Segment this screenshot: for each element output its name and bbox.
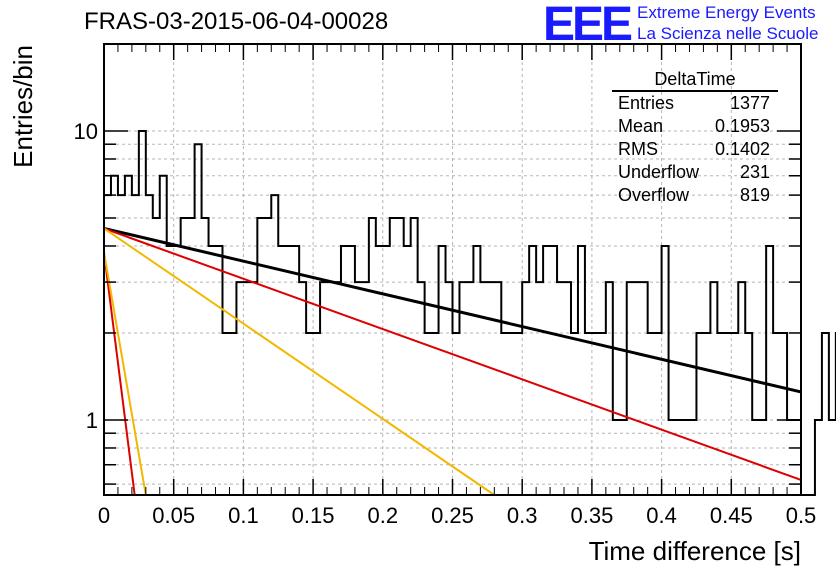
logo-line-2: La Scienza nelle Scuole	[637, 24, 819, 43]
stats-value: 0.1953	[714, 116, 770, 136]
x-tick-label: 0.1	[228, 503, 259, 528]
logo-line-1: Extreme Energy Events	[637, 3, 816, 22]
stats-value: 231	[739, 162, 770, 182]
y-axis-label: Entries/bin	[8, 45, 38, 168]
stats-row-rms: RMS 0.1402	[612, 138, 778, 161]
stats-row-mean: Mean 0.1953	[612, 115, 778, 138]
x-tick-label: 0.2	[368, 503, 399, 528]
chart-title: FRAS-03-2015-06-04-00028	[84, 8, 389, 35]
stats-row-overflow: Overflow 819	[612, 184, 778, 207]
y-tick-label: 10	[74, 119, 98, 144]
stats-label: Underflow	[618, 162, 700, 182]
stats-label: Entries	[618, 93, 675, 113]
fit-line-1	[103, 226, 802, 394]
histogram-outline	[104, 129, 836, 496]
x-tick-label: 0.05	[152, 503, 195, 528]
fit-lines	[103, 226, 802, 496]
fit-line-5	[103, 252, 147, 496]
eee-logo: EEE	[543, 0, 633, 51]
x-tick-label: 0.35	[570, 503, 613, 528]
y-tick-label: 1	[86, 408, 98, 433]
axis-ticks: 0 0.05 0.1 0.15 0.2 0.25 0.3 0.35 0.4 0.45 0.5 1 10	[74, 43, 817, 528]
stats-row-underflow: Underflow 231	[612, 161, 778, 184]
histogram	[104, 129, 836, 496]
stats-label: RMS	[618, 139, 658, 159]
x-axis-label: Time difference [s]	[589, 536, 801, 566]
stats-value: 1377	[729, 93, 770, 113]
x-tick-label: 0.45	[710, 503, 753, 528]
stats-row-entries: Entries 1377	[612, 92, 778, 115]
x-tick-label: 0.25	[431, 503, 474, 528]
x-tick-label: 0.3	[507, 503, 538, 528]
fit-line-3	[103, 227, 495, 496]
fit-line-2	[103, 227, 802, 481]
fit-line-4	[103, 252, 136, 496]
stats-box: DeltaTime Entries 1377 Mean 0.1953 RMS 0…	[612, 68, 778, 207]
x-tick-label: 0.5	[786, 503, 817, 528]
x-tick-label: 0.4	[646, 503, 677, 528]
x-tick-label: 0	[98, 503, 110, 528]
stats-value: 0.1402	[714, 139, 770, 159]
stats-label: Overflow	[618, 185, 690, 205]
stats-title: DeltaTime	[612, 68, 778, 92]
x-tick-label: 0.15	[292, 503, 335, 528]
stats-value: 819	[739, 185, 770, 205]
stats-label: Mean	[618, 116, 664, 136]
